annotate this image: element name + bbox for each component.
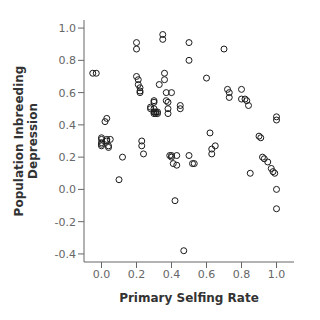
svg-text:0.0: 0.0 [93,268,111,281]
svg-text:-0.4: -0.4 [55,248,76,261]
svg-text:Primary Selfing Rate: Primary Selfing Rate [119,291,259,305]
svg-text:0.8: 0.8 [233,268,251,281]
svg-text:0.6: 0.6 [59,87,77,100]
svg-text:0.6: 0.6 [198,268,216,281]
svg-text:Population InbreedingDepressio: Population InbreedingDepression [12,66,40,217]
svg-text:0.2: 0.2 [128,268,146,281]
svg-text:0.4: 0.4 [59,119,77,132]
svg-text:1.0: 1.0 [268,268,286,281]
svg-text:0.0: 0.0 [59,183,77,196]
svg-text:1.0: 1.0 [59,22,77,35]
svg-text:0.8: 0.8 [59,54,77,67]
svg-text:-0.2: -0.2 [55,216,76,229]
svg-text:0.2: 0.2 [59,151,77,164]
svg-text:0.4: 0.4 [163,268,181,281]
